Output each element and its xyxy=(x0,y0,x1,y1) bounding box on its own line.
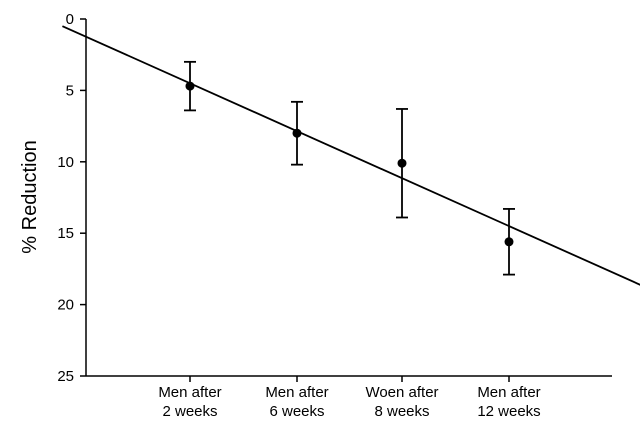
y-tick-label: 25 xyxy=(57,368,74,385)
x-category-label: 2 weeks xyxy=(162,403,217,420)
x-category-label: Woen after xyxy=(365,384,438,401)
data-point xyxy=(397,158,407,168)
x-category-label: 12 weeks xyxy=(477,403,540,420)
plot-area: 0 5 10 15 20 25 Men after 2 weeks Men after 6 we… xyxy=(57,11,640,420)
x-axis-ticks xyxy=(189,376,510,382)
y-axis-title: % Reduction xyxy=(19,140,41,253)
data-points xyxy=(185,81,514,247)
category-labels: Men after 2 weeks Men after 6 weeks Woen aft… xyxy=(158,384,540,420)
x-category-label: 8 weeks xyxy=(374,403,429,420)
y-axis-ticks: 0 5 10 15 20 25 xyxy=(57,11,86,385)
x-category-label: 6 weeks xyxy=(269,403,324,420)
y-tick-label: 5 xyxy=(66,82,74,99)
trend-line xyxy=(62,25,640,286)
error-bars xyxy=(184,60,515,276)
x-category-label: Men after xyxy=(265,384,328,401)
y-tick-label: 0 xyxy=(66,11,74,28)
x-category-label: Men after xyxy=(158,384,221,401)
x-category-label: Men after xyxy=(477,384,540,401)
data-point xyxy=(185,81,195,91)
data-point xyxy=(292,128,302,138)
y-tick-label: 10 xyxy=(57,154,74,171)
y-tick-label: 15 xyxy=(57,225,74,242)
y-tick-label: 20 xyxy=(57,297,74,314)
data-point xyxy=(504,237,514,247)
